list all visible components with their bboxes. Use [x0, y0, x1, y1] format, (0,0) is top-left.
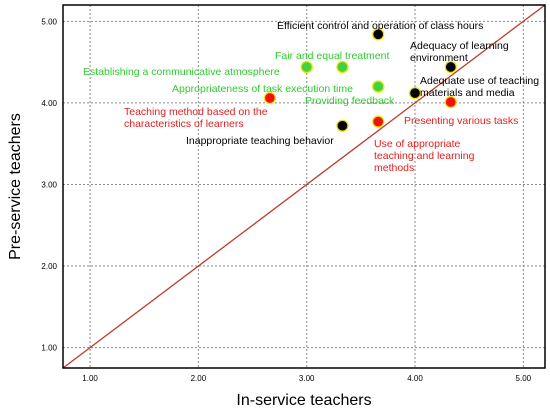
label-line: Establishing a communicative atmosphere	[83, 66, 280, 78]
y-axis-title: Pre-service teachers	[7, 113, 24, 260]
data-point	[336, 119, 349, 132]
x-tick-label: 1.00	[82, 374, 98, 383]
data-point	[336, 60, 349, 74]
y-tick-label: 1.00	[41, 344, 57, 353]
x-tick-label: 3.00	[299, 374, 315, 383]
label-line: characteristics of learners	[124, 118, 244, 130]
label-line: Efficient control and operation of class…	[277, 20, 483, 32]
data-point	[444, 95, 457, 109]
label-line: Providing feedback	[305, 95, 395, 107]
data-point	[263, 91, 277, 105]
x-axis-ticks: 1.00 2.00 3.00 4.00 5.00	[82, 374, 531, 383]
label-line: Adequate use of teaching	[420, 75, 539, 87]
data-point-label: Teaching method based on the characterist…	[124, 106, 268, 130]
x-tick-label: 2.00	[191, 374, 207, 383]
x-tick-label: 4.00	[407, 374, 423, 383]
data-point-label: Presenting various tasks	[404, 115, 518, 127]
reference-line-y-equals-x	[62, 4, 546, 369]
x-axis-title: In-service teachers	[236, 392, 371, 409]
x-tick-label: 5.00	[516, 374, 532, 383]
label-line: Use of appropriate	[374, 138, 461, 150]
label-line: Presenting various tasks	[404, 115, 518, 127]
grid	[63, 5, 545, 368]
data-point	[372, 80, 385, 93]
data-point	[408, 86, 422, 100]
label-line: materials and media	[420, 87, 515, 99]
label-line: methods	[374, 162, 414, 174]
data-point	[372, 28, 385, 41]
data-point	[372, 115, 385, 128]
data-point	[444, 60, 457, 74]
data-point-label: Use of appropriate teaching and learning m…	[374, 138, 475, 174]
y-tick-label: 2.00	[41, 262, 57, 271]
data-point-labels: Efficient control and operation of class…	[83, 20, 539, 174]
data-point	[300, 60, 313, 74]
data-point-label: Appropriateness of task execution time	[172, 83, 353, 95]
data-point-label: Inappropriate teaching behavior	[186, 135, 334, 147]
label-line: Adequacy of learning	[410, 40, 509, 52]
plot-frame	[62, 4, 546, 369]
label-line: Fair and equal treatment	[275, 50, 389, 62]
label-line: Inappropriate teaching behavior	[186, 135, 334, 147]
y-tick-label: 3.00	[41, 180, 57, 189]
data-point-label: Fair and equal treatment	[275, 50, 389, 62]
label-line: environment	[410, 52, 468, 64]
data-point-label: Establishing a communicative atmosphere	[83, 66, 280, 78]
data-point-label: Adequacy of learning environment	[410, 40, 509, 64]
label-line: Teaching method based on the	[124, 106, 268, 118]
label-line: Appropriateness of task execution time	[172, 83, 353, 95]
data-points	[263, 28, 457, 132]
y-tick-label: 5.00	[41, 17, 57, 26]
label-line: teaching and learning	[374, 150, 475, 162]
data-point-label: Providing feedback	[305, 95, 395, 107]
data-point-label: Efficient control and operation of class…	[277, 20, 483, 32]
data-point-label: Adequate use of teaching materials and me…	[420, 75, 539, 99]
y-axis-ticks: 1.00 2.00 3.00 4.00 5.00	[41, 17, 57, 352]
y-tick-label: 4.00	[41, 99, 57, 108]
